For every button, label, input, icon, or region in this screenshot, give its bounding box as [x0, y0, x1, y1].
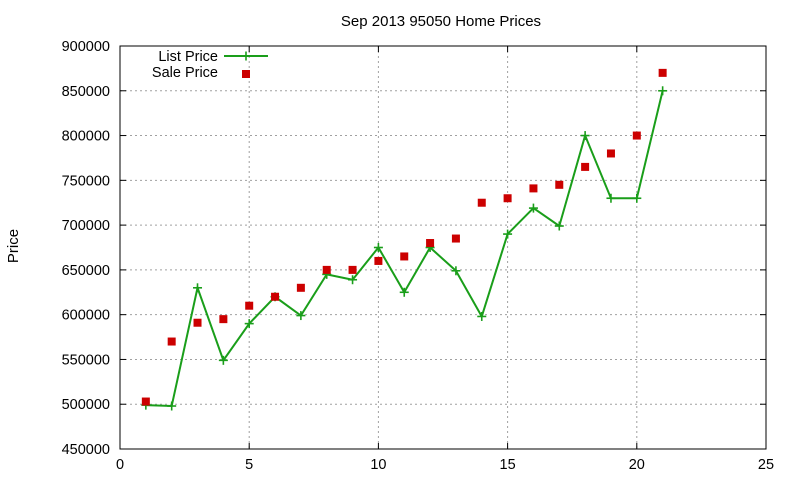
sale-price-point: [529, 184, 538, 193]
x-tick-label: 25: [758, 457, 774, 473]
y-tick-label: 900000: [62, 39, 110, 55]
gridlines: [120, 46, 766, 449]
sale-price-point: [451, 234, 460, 243]
sale-price-point: [167, 337, 176, 346]
sale-price-point: [426, 239, 435, 248]
y-tick-label: 800000: [62, 129, 110, 145]
list-price-point: [580, 131, 590, 141]
list-price-point: [296, 311, 306, 321]
sale-price-point: [348, 265, 357, 274]
sale-price-point: [606, 149, 615, 158]
list-price-point: [554, 221, 564, 231]
sale-price-point: [296, 283, 305, 292]
chart-title: Sep 2013 95050 Home Prices: [341, 13, 541, 30]
sale-price-point: [555, 180, 564, 189]
y-axis-label: Price: [5, 229, 22, 263]
sale-price-point: [632, 131, 641, 140]
sale-price-point: [322, 265, 331, 274]
list-price-point: [193, 283, 203, 293]
list-price-point: [348, 275, 358, 285]
legend-plus-marker: [241, 51, 251, 61]
y-tick-label: 650000: [62, 263, 110, 279]
sale-price-point: [193, 318, 202, 327]
sale-price-point: [400, 252, 409, 261]
series-marks: [141, 68, 668, 411]
sale-price-point: [219, 315, 228, 324]
y-tick-label: 550000: [62, 352, 110, 368]
legend-label: List Price: [158, 49, 218, 65]
list-price-point: [606, 193, 616, 203]
sale-price-point: [141, 397, 150, 406]
plot-border: [119, 45, 767, 450]
x-tick-label: 5: [245, 457, 253, 473]
list-price-point: [658, 86, 668, 96]
list-price-point: [167, 401, 177, 411]
sale-price-point: [245, 301, 254, 310]
sale-price-point: [503, 194, 512, 203]
x-tick-label: 0: [116, 457, 124, 473]
sale-price-point: [374, 256, 383, 265]
list-price-point: [477, 311, 487, 321]
list-price-point: [528, 203, 538, 213]
list-price-point: [503, 229, 513, 239]
list-price-point: [451, 266, 461, 276]
tick-labels: 0 5 10 15 20 25 450000 500000 550000 600000 650000…: [62, 39, 774, 473]
legend-square-marker: [242, 70, 250, 78]
list-price-point: [218, 355, 228, 365]
legend-label: Sale Price: [152, 65, 218, 81]
x-tick-label: 20: [629, 457, 645, 473]
y-tick-label: 450000: [62, 442, 110, 458]
sale-price-point: [477, 198, 486, 207]
x-tick-label: 10: [370, 457, 386, 473]
y-tick-label: 600000: [62, 308, 110, 324]
axes: [119, 45, 767, 450]
list-price-point: [244, 319, 254, 329]
x-tick-label: 15: [500, 457, 516, 473]
y-tick-label: 500000: [62, 397, 110, 413]
list-price-point: [373, 243, 383, 252]
list-price-point: [632, 193, 642, 203]
y-tick-label: 750000: [62, 173, 110, 189]
list-price-point: [399, 287, 409, 297]
sale-price-point: [271, 292, 280, 301]
y-tick-label: 850000: [62, 84, 110, 100]
y-tick-label: 700000: [62, 218, 110, 234]
sale-price-point: [581, 162, 590, 171]
sale-price-point: [658, 68, 667, 77]
